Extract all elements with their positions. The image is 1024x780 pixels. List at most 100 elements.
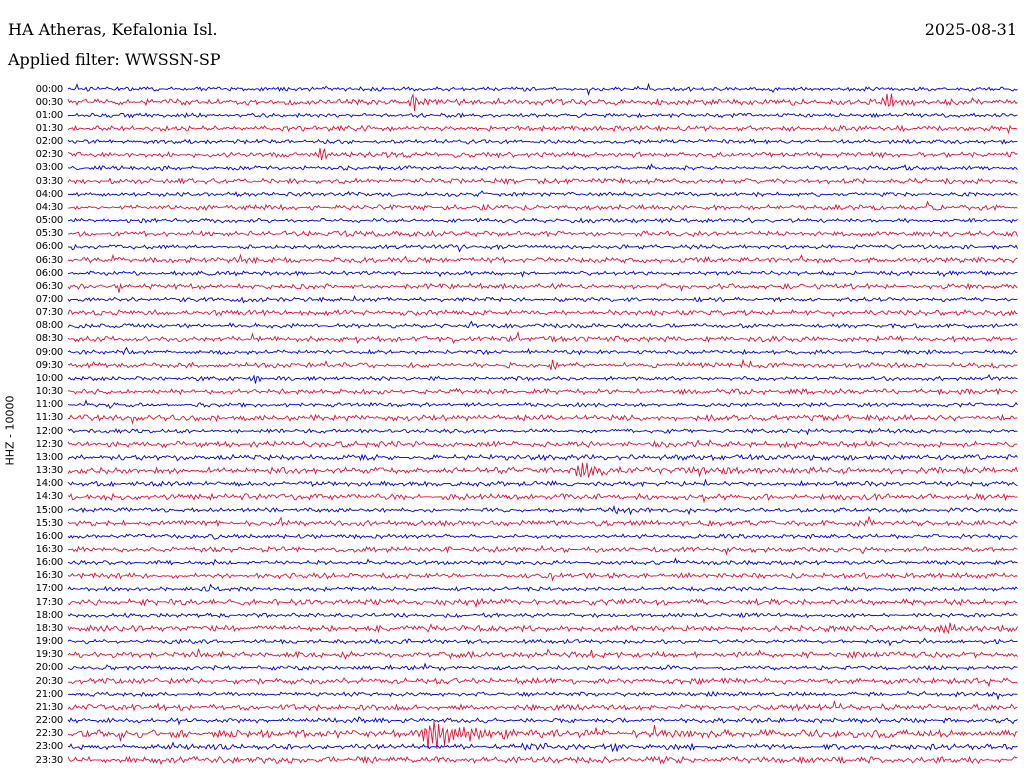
trace-row-1030-23 — [67, 387, 1018, 396]
trace-row-2100-46 — [67, 690, 1018, 701]
trace-row-0330-7 — [67, 177, 1018, 186]
time-label: 22:00 — [35, 715, 64, 727]
trace-row-0130-3 — [67, 124, 1018, 135]
trace-row-1300-28 — [67, 453, 1018, 462]
trace-row-1000-22 — [67, 374, 1018, 384]
trace-row-0430-9 — [67, 200, 1018, 212]
time-label: 01:30 — [35, 122, 64, 134]
time-label: 06:30 — [35, 280, 64, 292]
time-label: 19:30 — [35, 649, 64, 661]
date-label: 2025-08-31 — [924, 20, 1017, 39]
time-label: 13:30 — [35, 465, 64, 477]
time-label: 16:30 — [35, 543, 64, 555]
trace-row-1530-33 — [67, 515, 1018, 528]
time-label: 22:30 — [35, 728, 64, 740]
trace-row-0200-4 — [67, 138, 1018, 145]
trace-row-0900-20 — [67, 346, 1018, 356]
trace-row-1200-26 — [67, 427, 1018, 436]
trace-row-0230-5 — [67, 148, 1018, 161]
trace-row-1330-29 — [67, 462, 1018, 478]
trace-row-2230-49 — [67, 720, 1018, 749]
time-label: 14:00 — [35, 478, 64, 490]
time-label: 20:30 — [35, 675, 64, 687]
time-label: 17:00 — [35, 583, 64, 595]
applied-filter-label: Applied filter: WWSSN-SP — [8, 50, 221, 69]
trace-row-0930-21 — [67, 358, 1018, 371]
trace-row-2330-51 — [67, 755, 1018, 766]
time-label: 06:00 — [35, 267, 64, 279]
trace-row-0700-16 — [67, 295, 1018, 304]
time-label: 04:00 — [35, 188, 64, 200]
trace-row-0300-6 — [67, 163, 1018, 172]
trace-row-0600-12 — [67, 243, 1018, 253]
station-title: HA Atheras, Kefalonia Isl. — [8, 20, 218, 39]
time-label: 23:00 — [35, 741, 64, 753]
trace-row-1700-38 — [67, 583, 1018, 592]
trace-row-0600-14 — [67, 270, 1018, 278]
time-label: 20:00 — [35, 662, 64, 674]
time-label: 15:00 — [35, 504, 64, 516]
trace-row-1230-27 — [67, 439, 1018, 450]
time-label: 21:00 — [35, 688, 64, 700]
trace-row-1630-35 — [67, 544, 1018, 556]
time-label: 08:00 — [35, 320, 64, 332]
time-label: 10:30 — [35, 386, 64, 398]
time-label: 18:30 — [35, 622, 64, 634]
time-label: 17:30 — [35, 596, 64, 608]
trace-row-0000-0 — [67, 82, 1018, 96]
time-label: 14:30 — [35, 491, 64, 503]
trace-row-1430-31 — [67, 492, 1018, 504]
trace-row-1800-40 — [67, 612, 1018, 619]
time-label: 10:00 — [35, 372, 64, 384]
time-label: 16:00 — [35, 557, 64, 569]
trace-row-1600-36 — [67, 557, 1018, 566]
time-label: 02:30 — [35, 149, 64, 161]
trace-row-2030-45 — [67, 676, 1018, 688]
trace-row-1930-43 — [67, 648, 1018, 660]
trace-row-0500-10 — [67, 217, 1018, 224]
trace-row-2200-48 — [67, 716, 1018, 726]
time-label: 18:00 — [35, 609, 64, 621]
trace-row-0400-8 — [67, 190, 1018, 198]
time-label: 13:00 — [35, 451, 64, 463]
time-label: 07:00 — [35, 294, 64, 305]
trace-row-0730-17 — [67, 308, 1018, 318]
trace-row-0100-2 — [67, 112, 1018, 119]
time-label: 16:30 — [35, 570, 64, 582]
trace-row-0630-15 — [67, 282, 1018, 293]
time-label: 01:00 — [35, 109, 64, 121]
time-label: 05:30 — [35, 228, 64, 240]
time-label: 12:00 — [35, 425, 64, 437]
trace-row-0530-11 — [67, 229, 1018, 238]
trace-row-1730-39 — [67, 597, 1018, 609]
trace-row-1830-41 — [67, 622, 1018, 635]
trace-row-1630-37 — [67, 571, 1018, 582]
trace-row-0800-18 — [67, 320, 1018, 329]
time-label: 06:30 — [35, 254, 64, 266]
time-label: 11:30 — [35, 412, 64, 424]
time-label: 09:00 — [35, 346, 64, 358]
trace-row-2130-47 — [67, 700, 1018, 712]
time-label: 00:00 — [35, 83, 64, 95]
time-label: 05:00 — [35, 215, 64, 227]
time-label: 09:30 — [35, 359, 64, 371]
time-label: 15:30 — [35, 517, 64, 529]
time-label: 03:00 — [35, 162, 64, 174]
time-label: 03:30 — [35, 175, 64, 187]
trace-row-0830-19 — [67, 330, 1018, 345]
time-label: 11:00 — [35, 399, 64, 411]
time-label: 04:30 — [35, 201, 64, 213]
time-label: 19:00 — [35, 636, 64, 648]
trace-row-2000-44 — [67, 662, 1018, 672]
trace-row-1100-24 — [67, 399, 1018, 409]
trace-row-2300-50 — [67, 741, 1018, 753]
time-label: 06:00 — [35, 241, 64, 253]
trace-row-0630-13 — [67, 253, 1018, 265]
trace-row-0030-1 — [67, 92, 1018, 111]
trace-row-1400-30 — [67, 478, 1018, 488]
time-label: 12:30 — [35, 438, 64, 450]
trace-row-1130-25 — [67, 413, 1018, 425]
trace-row-1600-34 — [67, 533, 1018, 541]
time-label: 02:00 — [35, 136, 64, 148]
